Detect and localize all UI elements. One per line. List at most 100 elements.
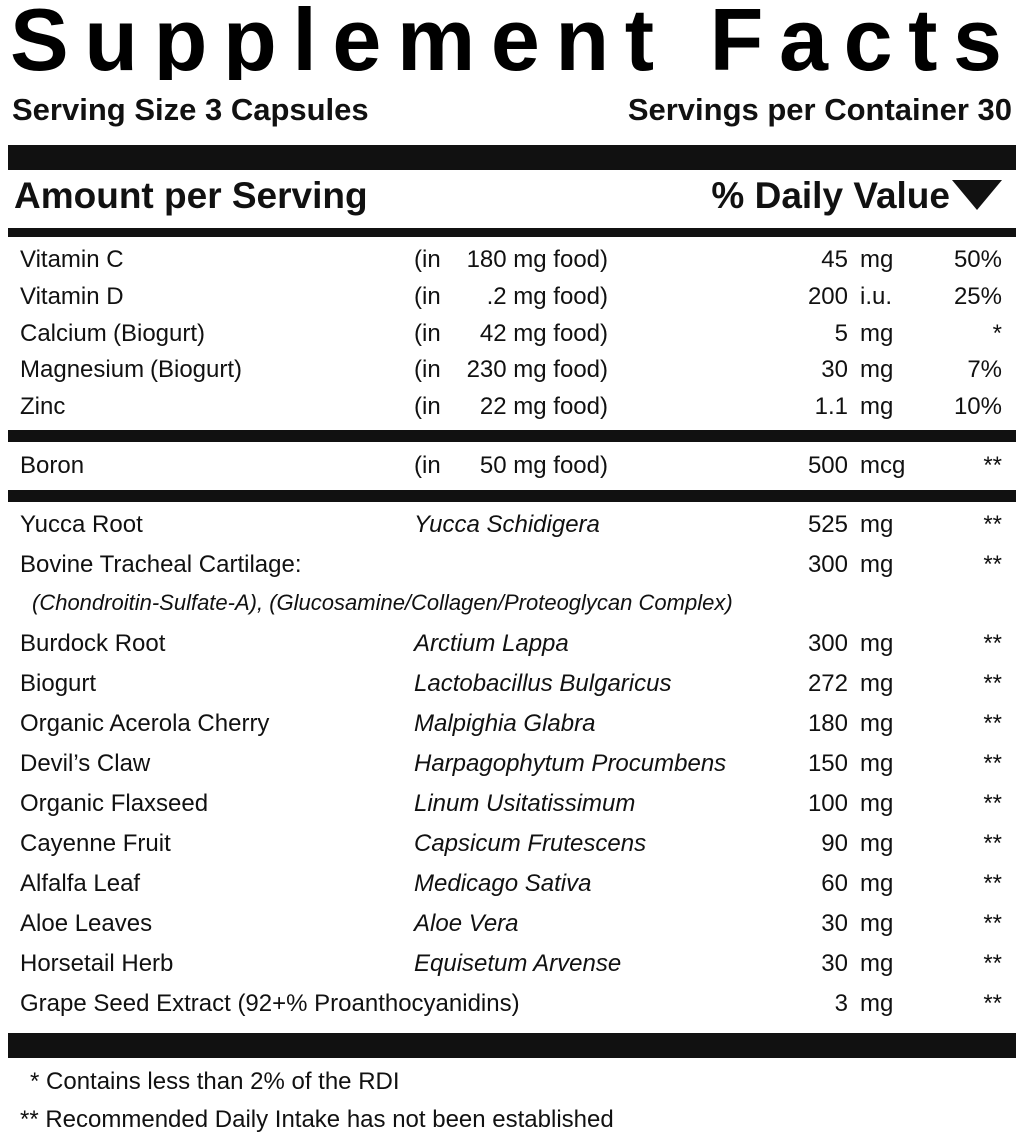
ingredient-name: Calcium — [20, 319, 107, 347]
daily-value: ** — [983, 830, 1002, 857]
source: Aloe Vera — [414, 910, 519, 937]
source: Medicago Sativa — [414, 870, 592, 897]
food-amount: 180 mg food) — [466, 246, 608, 273]
amount-header: Amount per Serving — [14, 175, 368, 216]
unit: mg — [860, 750, 894, 777]
daily-value: ** — [983, 452, 1002, 479]
ingredient-name: Organic Flaxseed — [20, 790, 209, 817]
ingredient-name: Zinc — [20, 393, 66, 421]
food-prefix: (in — [414, 452, 441, 479]
daily-value: ** — [983, 950, 1002, 977]
ingredient-name: Magnesium — [20, 356, 145, 384]
amount: 1.1 — [814, 393, 848, 421]
unit: mcg — [860, 452, 906, 479]
unit: mg — [860, 356, 894, 384]
ingredient-name: Horsetail Herb — [20, 950, 174, 977]
title-box: Supplement Facts — [10, 0, 1002, 80]
triangle — [952, 180, 1002, 210]
unit: mg — [860, 830, 894, 857]
ingredient-name: Bovine Tracheal Cartilage: — [20, 551, 302, 578]
source: Yucca Schidigera — [414, 511, 600, 538]
food-prefix: (in — [414, 246, 441, 273]
footnote: * Contains less than 2% of the RDI — [30, 1068, 400, 1095]
food-prefix: (in — [414, 282, 441, 310]
unit: mg — [860, 630, 894, 657]
unit: mg — [860, 551, 894, 578]
source: Arctium Lappa — [414, 630, 569, 657]
unit: mg — [860, 710, 894, 737]
food-amount: 230 mg food) — [466, 356, 608, 384]
ingredient-note: (Biogurt) — [113, 319, 206, 347]
ingredient-name: Grape Seed Extract (92+% Proanthocyanidi… — [20, 990, 520, 1017]
daily-value-header: % Daily Value — [711, 175, 950, 216]
ingredient-name: Boron — [20, 452, 85, 479]
servings-per-container: Servings per Container 30 — [627, 92, 1012, 127]
food-amount: 42 mg food) — [479, 319, 608, 347]
unit: mg — [860, 670, 894, 697]
unit: mg — [860, 319, 894, 347]
daily-value: 25% — [953, 282, 1002, 310]
daily-value: 7% — [967, 356, 1002, 384]
unit: mg — [860, 910, 894, 937]
rule — [8, 430, 1016, 442]
source: Equisetum Arvense — [414, 950, 622, 977]
amount: 200 — [807, 282, 848, 310]
source: Malpighia Glabra — [414, 710, 596, 737]
ingredient-name: Cayenne Fruit — [20, 830, 171, 857]
daily-value: ** — [983, 630, 1002, 657]
amount: 30 — [821, 356, 848, 384]
rule — [8, 490, 1016, 502]
ingredient-name: Organic Acerola Cherry — [20, 710, 270, 737]
amount: 525 — [807, 511, 848, 538]
daily-value: ** — [983, 710, 1002, 737]
food-prefix: (in — [414, 393, 441, 421]
amount: 300 — [807, 630, 848, 657]
food-amount: 50 mg food) — [479, 452, 608, 479]
amount: 300 — [807, 551, 848, 578]
daily-value: ** — [983, 750, 1002, 777]
ingredient-name: Biogurt — [20, 670, 97, 697]
daily-value: ** — [983, 670, 1002, 697]
serving-size: Serving Size 3 Capsules — [12, 92, 369, 127]
daily-value: ** — [983, 910, 1002, 937]
daily-value: ** — [983, 790, 1002, 817]
amount: 90 — [821, 830, 848, 857]
unit: mg — [860, 990, 894, 1017]
unit: mg — [860, 870, 894, 897]
amount: 30 — [821, 950, 848, 977]
unit: mg — [860, 246, 894, 273]
rule — [8, 228, 1016, 237]
daily-value: 50% — [953, 246, 1002, 273]
amount: 272 — [807, 670, 848, 697]
rule — [8, 145, 1016, 170]
amount: 500 — [807, 452, 848, 479]
food-amount: .2 mg food) — [486, 282, 608, 310]
daily-value: ** — [983, 990, 1002, 1017]
footnote: ** Recommended Daily Intake has not been… — [20, 1106, 614, 1133]
ingredient-name: Vitamin C — [20, 246, 124, 273]
daily-value: ** — [983, 511, 1002, 538]
amount: 100 — [807, 790, 848, 817]
ingredient-name: Aloe Leaves — [20, 910, 153, 937]
source: Lactobacillus Bulgaricus — [414, 670, 672, 697]
daily-value: * — [992, 319, 1002, 347]
amount: 45 — [821, 246, 848, 273]
food-prefix: (in — [414, 319, 441, 347]
ingredient-name: Devil’s Claw — [20, 750, 151, 777]
amount: 150 — [807, 750, 848, 777]
rule — [8, 1033, 1016, 1058]
daily-value: 10% — [953, 393, 1002, 421]
amount: 3 — [834, 990, 848, 1017]
subnote: (Chondroitin-Sulfate-A), (Glucosamine/Co… — [32, 590, 733, 615]
amount: 60 — [821, 870, 848, 897]
source: Capsicum Frutescens — [414, 830, 647, 857]
ingredient-note: (Biogurt) — [150, 356, 243, 384]
food-prefix: (in — [414, 356, 441, 384]
source: Harpagophytum Procumbens — [414, 750, 727, 777]
unit: mg — [860, 790, 894, 817]
ingredient-name: Alfalfa Leaf — [20, 870, 141, 897]
daily-value: ** — [983, 870, 1002, 897]
ingredient-name: Vitamin D — [20, 282, 124, 310]
